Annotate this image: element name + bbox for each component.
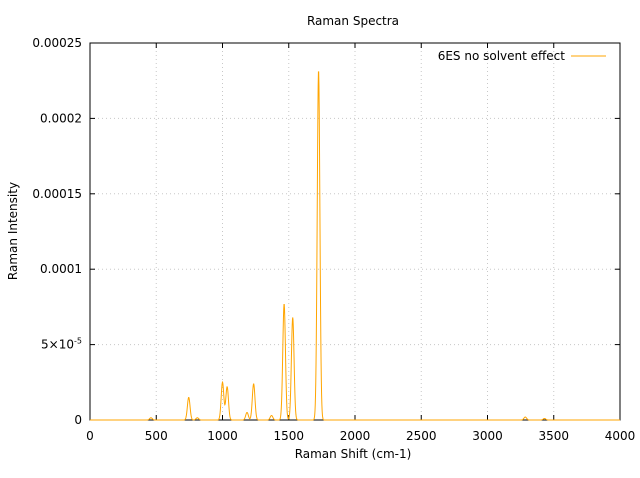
series-line xyxy=(90,71,620,421)
y-tick-label: 0.0001 xyxy=(40,262,82,276)
x-tick-label: 0 xyxy=(86,429,94,443)
series-group xyxy=(90,71,620,421)
x-tick-label: 4000 xyxy=(605,429,636,443)
x-tick-label: 3000 xyxy=(472,429,503,443)
y-tick-label: 0.00025 xyxy=(32,36,82,50)
y-axis-title: Raman Intensity xyxy=(6,182,20,280)
y-tick-label: 0 xyxy=(74,413,82,427)
y-tick-label: 5×10-5 xyxy=(41,337,82,352)
x-tick-label: 2500 xyxy=(406,429,437,443)
chart-title: Raman Spectra xyxy=(307,14,399,28)
y-tick-label: 0.0002 xyxy=(40,111,82,125)
axis-tick-labels: 0 500 1000 1500 2000 2500 3000 3500 4000 0 5×10-5 0… xyxy=(32,36,635,443)
legend-label: 6ES no solvent effect xyxy=(438,49,566,63)
x-tick-label: 3500 xyxy=(538,429,569,443)
x-tick-label: 500 xyxy=(145,429,168,443)
x-axis-title: Raman Shift (cm-1) xyxy=(295,447,412,461)
x-tick-label: 2000 xyxy=(340,429,371,443)
x-tick-label: 1500 xyxy=(273,429,304,443)
grid-lines xyxy=(90,43,620,420)
legend: 6ES no solvent effect xyxy=(438,49,606,63)
x-tick-label: 1000 xyxy=(207,429,238,443)
y-tick-label: 0.00015 xyxy=(32,187,82,201)
